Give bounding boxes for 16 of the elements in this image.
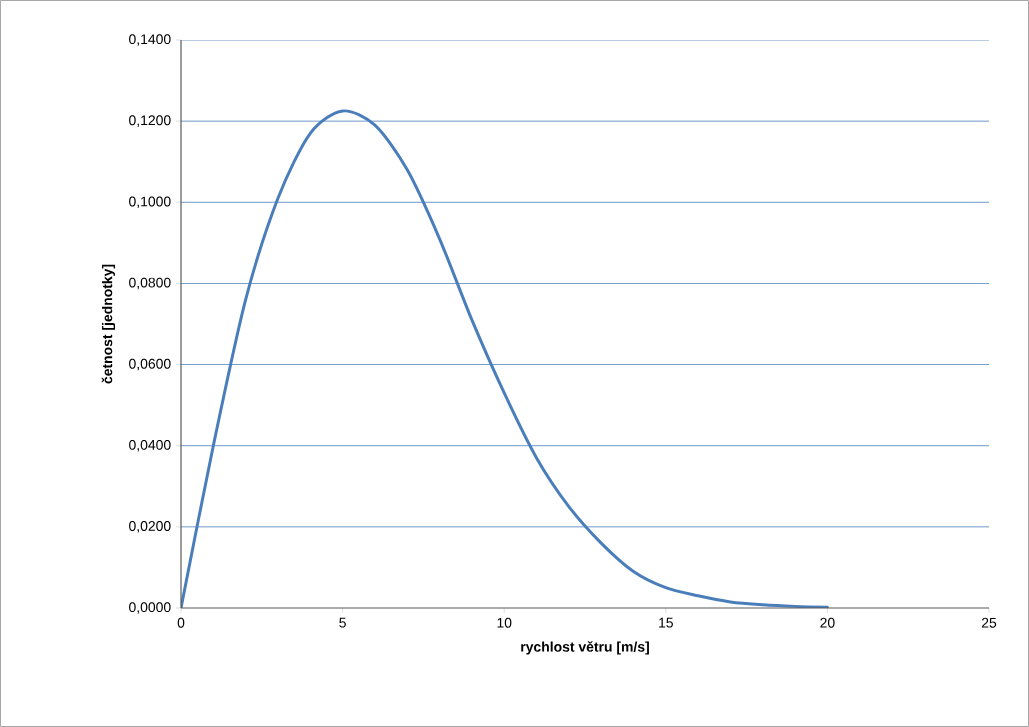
x-tick-label: 15 [659,617,673,628]
x-tick-label: 10 [497,617,512,628]
x-tick-label: 25 [981,617,997,628]
y-tick-label: 0,1200 [129,115,171,127]
y-tick-label: 0,1400 [129,34,171,46]
y-tick-label: 0,0200 [129,521,171,533]
y-tick-label: 0,1000 [129,196,171,209]
y-tick-label: 0,0400 [129,439,171,452]
y-tick-label: 0,0800 [129,277,171,290]
x-tick-label: 20 [820,617,835,628]
y-tick-label: 0,0600 [129,358,171,371]
y-axis-title: četnost [jednotky] [101,264,116,384]
x-tick-label: 0 [177,617,185,628]
y-tick-label: 0,0000 [129,602,171,614]
x-tick-label: 5 [339,617,346,628]
x-axis-title: rychlost větru [m/s] [521,641,649,655]
